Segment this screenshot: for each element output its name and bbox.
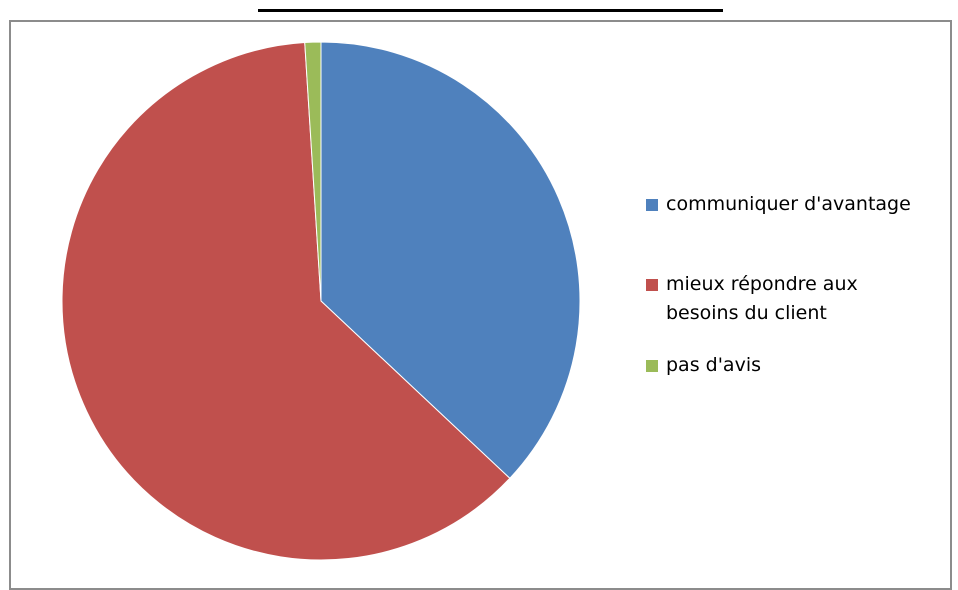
legend-label-line: mieux répondre aux	[666, 273, 858, 295]
chart-title-clipped	[258, 0, 723, 14]
legend-swatch-communiquer	[646, 199, 658, 211]
pie-slice-0	[320, 41, 581, 480]
pie-slices	[61, 41, 581, 561]
legend-label-mieux-repondre: mieux répondre aux besoins du client	[666, 270, 858, 328]
legend-item-communiquer: communiquer d'avantage	[646, 190, 911, 219]
legend-label-communiquer: communiquer d'avantage	[666, 190, 911, 219]
legend-swatch-mieux-repondre	[646, 279, 658, 291]
title-underline	[258, 9, 723, 12]
legend-swatch-pas-d-avis	[646, 360, 658, 372]
pie-slice-2	[304, 41, 322, 302]
legend-label-line: communiquer d'avantage	[666, 193, 911, 215]
legend-label-pas-d-avis: pas d'avis	[666, 351, 761, 380]
legend-label-line: pas d'avis	[666, 354, 761, 376]
pie-slice-1	[61, 41, 511, 561]
legend-item-mieux-repondre: mieux répondre aux besoins du client	[646, 270, 858, 328]
legend-item-pas-d-avis: pas d'avis	[646, 351, 761, 380]
legend-label-line: besoins du client	[666, 302, 827, 324]
